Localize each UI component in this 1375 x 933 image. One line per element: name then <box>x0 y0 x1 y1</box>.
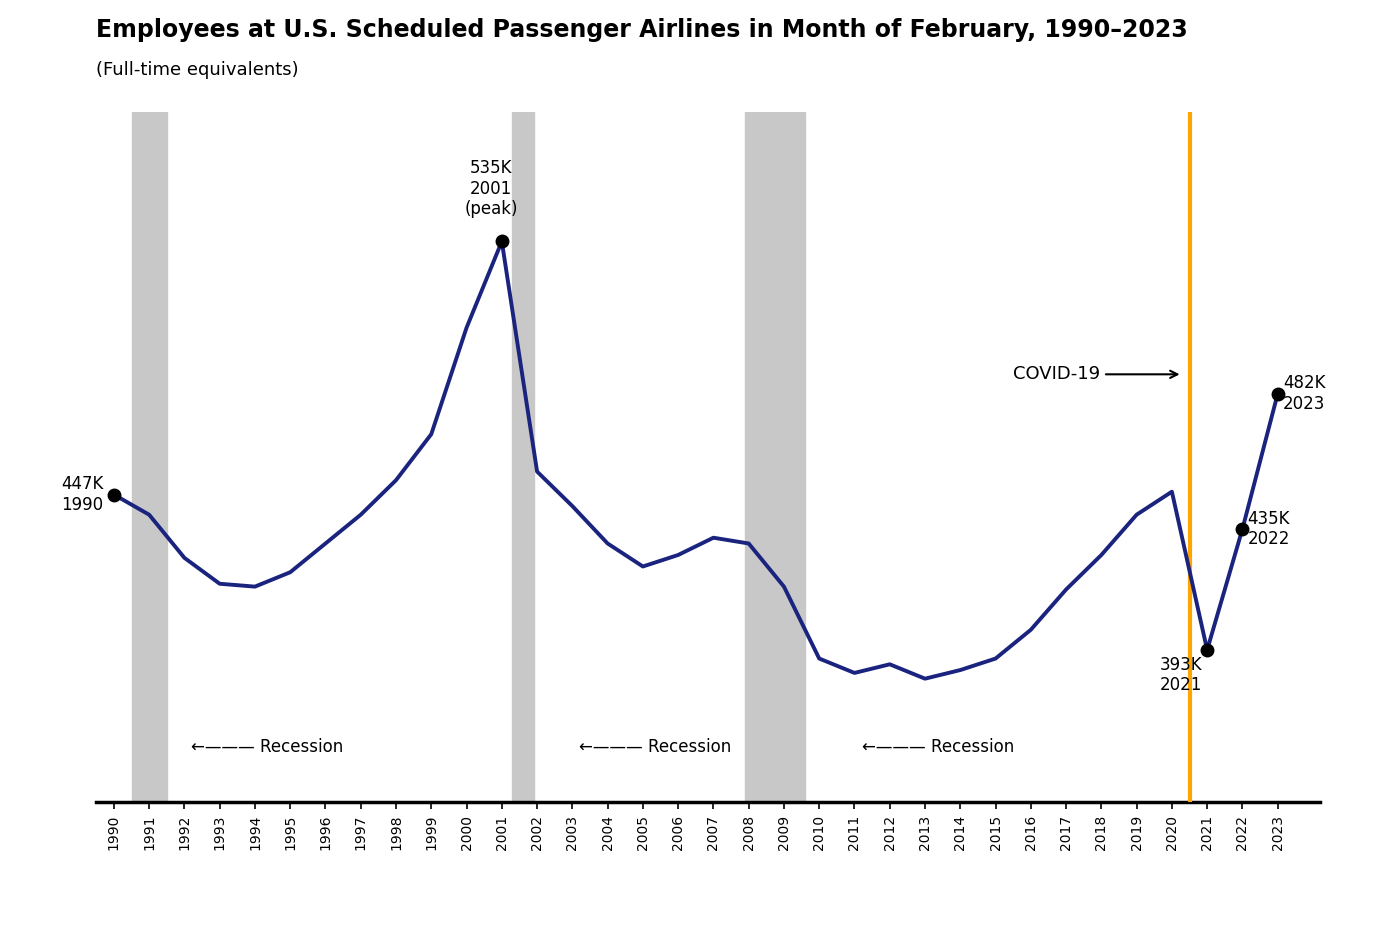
Text: 447K
1990: 447K 1990 <box>60 475 103 514</box>
Text: ←——— Recession: ←——— Recession <box>191 738 344 756</box>
Bar <box>745 112 806 802</box>
Text: 435K
2022: 435K 2022 <box>1247 509 1290 549</box>
Bar <box>513 112 534 802</box>
Text: COVID-19: COVID-19 <box>1013 366 1177 383</box>
Text: 535K
2001
(peak): 535K 2001 (peak) <box>465 159 518 218</box>
Text: (Full-time equivalents): (Full-time equivalents) <box>96 62 298 79</box>
Text: ←——— Recession: ←——— Recession <box>579 738 732 756</box>
Text: 482K
2023: 482K 2023 <box>1283 374 1326 413</box>
Bar <box>132 112 166 802</box>
Text: Employees at U.S. Scheduled Passenger Airlines in Month of February, 1990–2023: Employees at U.S. Scheduled Passenger Ai… <box>96 18 1188 42</box>
Text: 393K
2021: 393K 2021 <box>1159 656 1202 694</box>
Text: ←——— Recession: ←——— Recession <box>862 738 1013 756</box>
